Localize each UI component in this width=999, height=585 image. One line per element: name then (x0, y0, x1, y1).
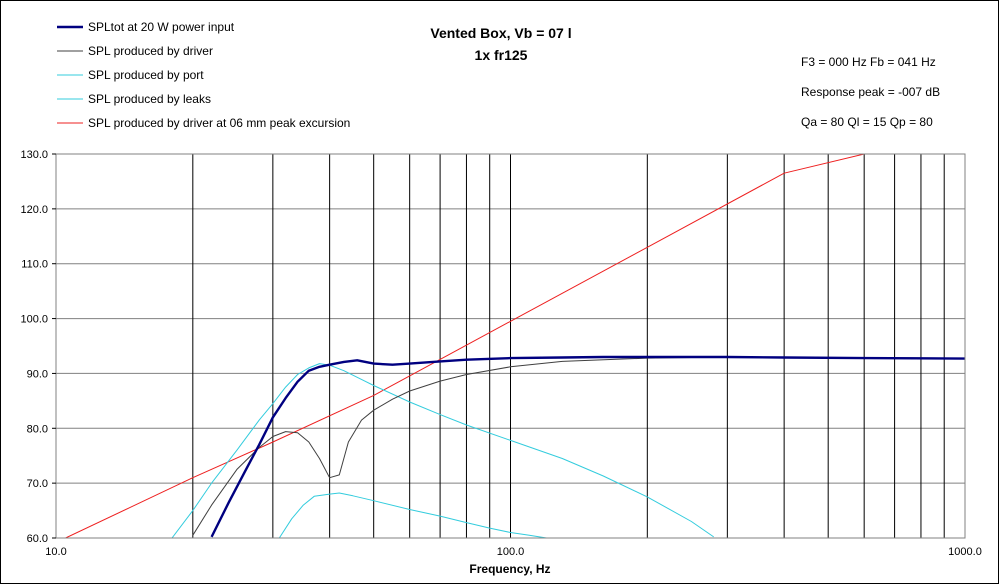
x-axis-label: Frequency, Hz (469, 562, 550, 576)
chart-title: Vented Box, Vb = 07 l (430, 25, 571, 41)
chart-subtitle: 1x fr125 (475, 47, 528, 63)
grid (55, 153, 965, 539)
x-tick-label: 10.0 (45, 546, 66, 558)
plot-border (55, 153, 966, 539)
x-tick-label: 1000.0 (948, 546, 982, 558)
x-axis-ticks: 10.0 100.0 1000.0 (45, 546, 982, 558)
legend-entry: SPLtot at 20 W power input (88, 20, 235, 34)
y-tick-label: 70.0 (27, 478, 48, 490)
series-line-4 (65, 154, 865, 538)
series-line-0 (210, 355, 965, 538)
series-line-1 (192, 356, 965, 536)
legend-entry: SPL produced by port (88, 68, 204, 82)
x-tick-label: 100.0 (497, 546, 525, 558)
y-tick-label: 130.0 (20, 149, 48, 161)
y-tick-label: 80.0 (27, 423, 48, 435)
info-line-f3-fb: F3 = 000 Hz Fb = 041 Hz (801, 55, 936, 69)
info-line-q-values: Qa = 80 Ql = 15 Qp = 80 (801, 115, 933, 129)
y-tick-label: 110.0 (21, 259, 48, 271)
series-line-2 (171, 363, 714, 538)
y-tick-label: 120.0 (20, 204, 48, 216)
legend-entry: SPL produced by driver (88, 44, 213, 58)
y-axis-ticks: 60.0 70.0 80.0 90.0 100.0 110.0 120.0 130.0 (20, 149, 56, 545)
legend: SPLtot at 20 W power input SPL produced … (57, 20, 350, 130)
y-tick-label: 100.0 (20, 314, 48, 326)
legend-entry: SPL produced by driver at 06 mm peak exc… (88, 116, 350, 130)
y-tick-label: 90.0 (27, 368, 48, 380)
legend-entry: SPL produced by leaks (88, 92, 211, 106)
series-layer (65, 154, 965, 538)
info-line-response-peak: Response peak = -007 dB (801, 85, 940, 99)
y-tick-label: 60.0 (27, 533, 48, 545)
series-line-3 (278, 492, 547, 538)
